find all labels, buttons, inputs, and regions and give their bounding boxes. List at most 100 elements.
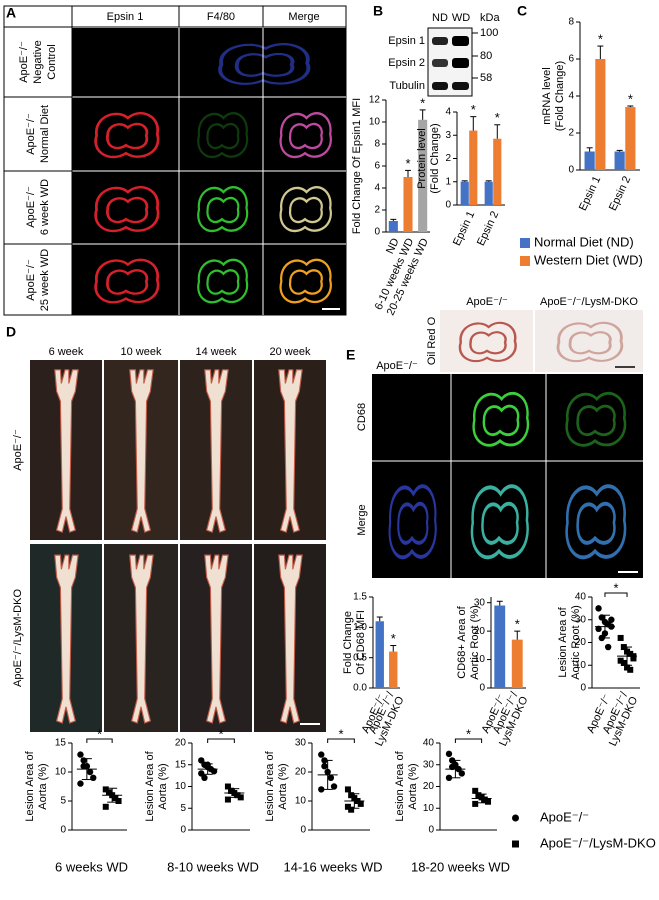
significance-bracket bbox=[454, 738, 483, 743]
column-header: Merge bbox=[288, 11, 319, 23]
x-axis-label: 8-10 weeks WD bbox=[167, 859, 259, 874]
significance: * bbox=[628, 91, 633, 106]
row-label: Oil Red O bbox=[426, 316, 438, 365]
data-point bbox=[617, 657, 624, 664]
significance: * bbox=[97, 726, 102, 741]
y-tick-label: 4 bbox=[568, 91, 574, 102]
data-point bbox=[318, 786, 325, 793]
legend-marker bbox=[512, 814, 519, 822]
y-tick-label: 2 bbox=[445, 153, 451, 164]
column-header: F4/80 bbox=[207, 11, 235, 23]
y-axis-label: Lesion Area of bbox=[557, 606, 569, 677]
x-tick-label: Epsin 2 bbox=[475, 209, 501, 247]
bar bbox=[494, 605, 506, 688]
x-axis-label: 6 weeks WD bbox=[55, 859, 128, 874]
significance: * bbox=[495, 110, 500, 125]
bar bbox=[584, 151, 595, 170]
y-tick-label: 0 bbox=[580, 683, 586, 694]
column-header: ApoE⁻/⁻ bbox=[466, 296, 508, 308]
bar bbox=[595, 59, 606, 170]
marker-label: 80 bbox=[480, 50, 492, 62]
data-point bbox=[481, 796, 488, 803]
row-label: Merge bbox=[356, 504, 368, 535]
y-tick-label: 30 bbox=[295, 738, 307, 749]
grid-lines bbox=[4, 6, 346, 315]
y-tick-label: 30 bbox=[575, 614, 587, 625]
western-blot bbox=[427, 27, 478, 97]
blot-band bbox=[432, 82, 448, 90]
row-label: 6 week WD bbox=[39, 179, 51, 235]
data-point bbox=[458, 770, 465, 777]
significance: * bbox=[338, 726, 343, 741]
data-point bbox=[210, 768, 218, 775]
data-point bbox=[620, 659, 627, 666]
data-point bbox=[102, 803, 109, 810]
data-point bbox=[624, 664, 631, 671]
data-point bbox=[237, 794, 244, 801]
y-tick-label: 0.5 bbox=[353, 652, 367, 663]
y-tick-label: 3 bbox=[445, 130, 451, 141]
significance-bracket bbox=[207, 738, 235, 743]
x-axis-label: 14-16 weeks WD bbox=[284, 859, 383, 874]
y-tick-label: 15 bbox=[55, 738, 67, 749]
y-tick-label: 10 bbox=[175, 781, 187, 792]
data-point bbox=[344, 803, 351, 810]
y-tick-label: 0 bbox=[300, 825, 306, 836]
y-tick-label: 5 bbox=[180, 803, 186, 814]
y-tick-label: 20 bbox=[295, 767, 307, 778]
y-tick-label: 0 bbox=[568, 165, 574, 176]
row-label: CD68 bbox=[356, 403, 368, 431]
y-tick-label: 10 bbox=[575, 660, 587, 671]
data-point bbox=[80, 763, 87, 770]
legend-label: Western Diet (WD) bbox=[534, 252, 643, 267]
data-point bbox=[445, 750, 453, 758]
control-label: Negative bbox=[375, 375, 418, 387]
band-label: Tubulin bbox=[389, 80, 425, 92]
y-tick-label: 12 bbox=[369, 95, 381, 106]
row-label: 25 week WD bbox=[39, 249, 51, 311]
panel-a-grid bbox=[3, 5, 347, 316]
data-point bbox=[344, 786, 351, 793]
data-point bbox=[348, 792, 355, 799]
oil-red-image bbox=[440, 310, 533, 372]
data-point bbox=[627, 666, 634, 673]
x-tick-label: Epsin 1 bbox=[577, 174, 603, 212]
data-point bbox=[357, 800, 364, 807]
lane-label: WD bbox=[452, 12, 470, 24]
panel-label: A bbox=[6, 5, 16, 21]
data-point bbox=[485, 798, 492, 805]
data-point bbox=[595, 625, 602, 633]
significance: * bbox=[218, 726, 223, 741]
bar bbox=[389, 651, 398, 688]
data-point bbox=[608, 616, 615, 623]
marker-label: 100 bbox=[480, 27, 498, 39]
blot-band bbox=[452, 58, 469, 68]
row-label: Negative bbox=[32, 40, 44, 83]
row-label: Control bbox=[46, 44, 58, 79]
panel-e-images bbox=[372, 310, 643, 578]
data-point bbox=[327, 774, 335, 781]
column-header: 6 week bbox=[49, 346, 84, 358]
y-tick-label: 4 bbox=[445, 107, 451, 118]
data-point bbox=[201, 774, 208, 781]
y-axis-label: Lesion Area of bbox=[264, 750, 276, 821]
column-header: Epsin 1 bbox=[107, 11, 144, 23]
panel-label: C bbox=[517, 3, 527, 19]
unit-label: kDa bbox=[480, 12, 500, 24]
y-tick-label: 0 bbox=[60, 825, 66, 836]
row-label: ApoE⁻/⁻ bbox=[12, 429, 24, 471]
y-tick-label: 10 bbox=[55, 767, 67, 778]
y-axis-label: (Fold Change) bbox=[429, 123, 441, 193]
lane-label: ND bbox=[432, 12, 448, 24]
y-tick-label: 10 bbox=[369, 117, 381, 128]
y-tick-label: 2 bbox=[374, 205, 380, 216]
significance: * bbox=[471, 102, 476, 117]
data-point bbox=[234, 792, 241, 799]
data-point bbox=[475, 792, 482, 799]
oil-red-image bbox=[535, 310, 643, 372]
bar bbox=[511, 639, 523, 688]
blot-band bbox=[452, 82, 469, 90]
data-point bbox=[330, 783, 338, 790]
data-point bbox=[112, 795, 119, 802]
data-point bbox=[224, 783, 231, 790]
